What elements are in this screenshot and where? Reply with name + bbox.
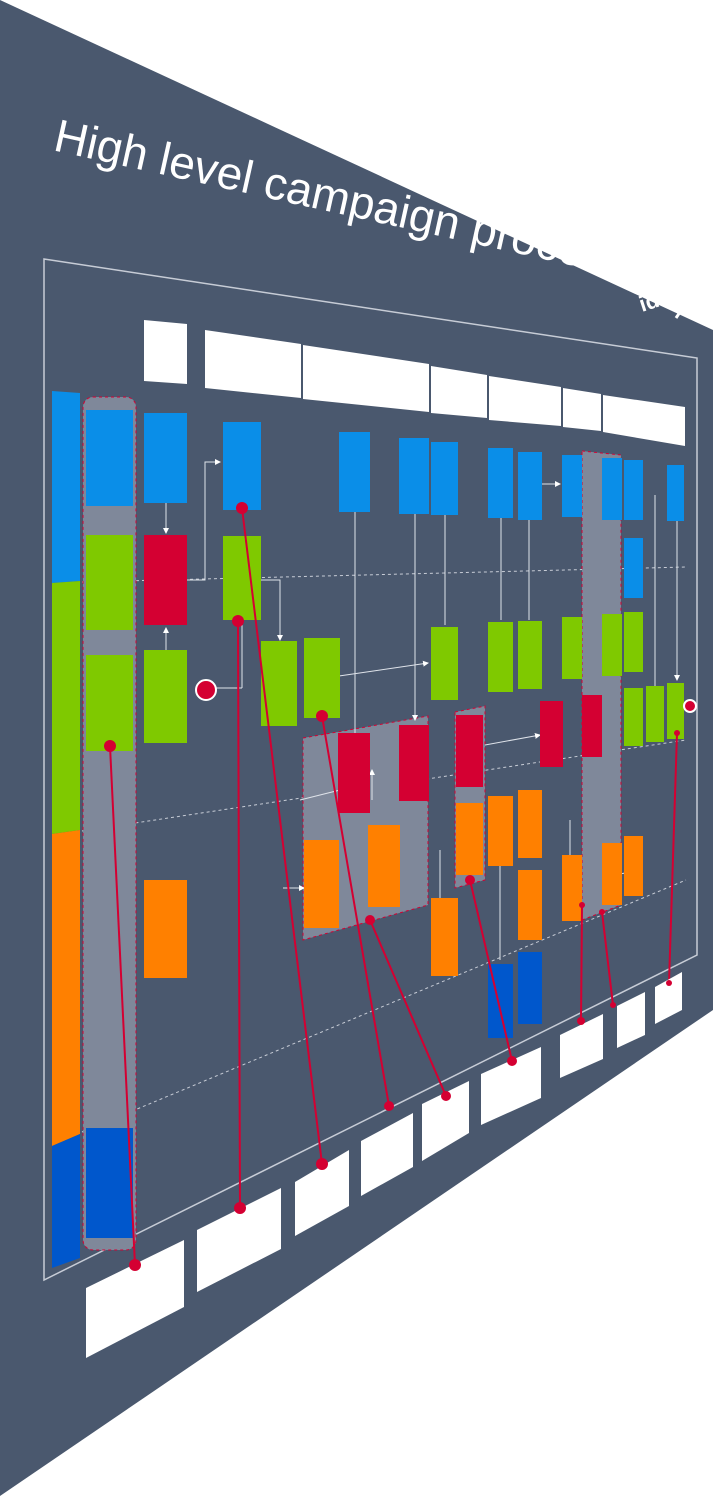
swimlane-bars	[52, 391, 80, 1268]
dark-blue-boxes	[86, 952, 542, 1238]
callout-dots	[104, 502, 680, 925]
process-box	[223, 422, 261, 510]
process-box	[582, 695, 602, 757]
light-blue-boxes	[86, 410, 684, 598]
callout-card-1[interactable]	[86, 1240, 184, 1358]
phase-header-1	[144, 320, 187, 384]
red-boxes	[144, 535, 602, 813]
swimlane-orange	[52, 830, 80, 1146]
process-box	[624, 688, 643, 746]
process-box	[144, 413, 187, 503]
diagram-frame	[43, 258, 698, 1282]
process-box	[667, 683, 684, 739]
process-box	[339, 432, 370, 512]
process-box	[624, 460, 643, 520]
process-box	[624, 538, 643, 598]
process-box	[86, 535, 133, 630]
process-box	[562, 855, 582, 921]
callout-card-5[interactable]	[422, 1081, 469, 1161]
orange-boxes	[144, 790, 643, 978]
process-box	[518, 952, 542, 1024]
process-box	[518, 621, 542, 689]
process-box	[86, 1128, 133, 1238]
process-box	[86, 655, 133, 751]
process-box	[602, 458, 622, 520]
swimlane-green	[52, 581, 80, 834]
process-box	[518, 790, 542, 858]
process-box	[144, 880, 187, 978]
process-box	[86, 410, 133, 506]
process-box	[223, 536, 261, 620]
process-box	[624, 612, 643, 672]
phase-headers	[144, 320, 685, 446]
swimlane-dark-blue	[52, 1134, 80, 1268]
process-box	[338, 733, 370, 813]
phase-header-7	[603, 395, 685, 446]
process-box	[144, 650, 187, 743]
process-box	[304, 638, 340, 718]
process-box	[540, 701, 563, 767]
process-box	[602, 843, 622, 905]
callout-connectors	[109, 507, 678, 1266]
process-box	[562, 617, 582, 679]
process-box	[304, 840, 339, 928]
process-box	[518, 452, 542, 520]
phase-header-3	[303, 345, 429, 412]
process-box	[456, 803, 483, 875]
callout-card-4[interactable]	[361, 1113, 413, 1196]
process-box	[431, 627, 458, 700]
callout-card-6[interactable]	[481, 1047, 541, 1125]
process-box	[488, 448, 513, 518]
callout-card-3[interactable]	[295, 1150, 349, 1236]
process-box	[144, 535, 187, 625]
process-box	[602, 614, 622, 676]
lane-separators	[81, 566, 687, 1133]
callout-card-dots	[129, 980, 672, 1271]
process-box	[431, 442, 458, 515]
process-box	[646, 686, 664, 742]
process-box	[488, 796, 513, 866]
callout-cards	[86, 972, 682, 1358]
callout-card-2[interactable]	[197, 1188, 281, 1292]
logo-swoosh	[674, 288, 700, 319]
start-event-marker	[195, 679, 217, 701]
phase-header-2	[205, 330, 301, 398]
process-box	[624, 836, 643, 896]
callout-card-8[interactable]	[617, 992, 645, 1048]
highlight-group-4	[581, 450, 622, 921]
phase-header-6	[563, 388, 601, 431]
process-box	[456, 715, 483, 787]
process-box	[431, 898, 458, 976]
process-box	[562, 455, 582, 517]
callout-card-7[interactable]	[560, 1014, 603, 1078]
process-box	[488, 622, 513, 692]
process-box	[368, 825, 400, 907]
end-event-marker	[683, 699, 697, 713]
process-box	[399, 725, 429, 801]
callout-card-9[interactable]	[655, 972, 682, 1024]
phase-header-4	[431, 366, 487, 418]
swimlane-blue	[52, 391, 80, 583]
process-box	[518, 870, 542, 940]
process-box	[667, 465, 684, 521]
phase-header-5	[489, 376, 561, 426]
process-box	[399, 438, 429, 514]
